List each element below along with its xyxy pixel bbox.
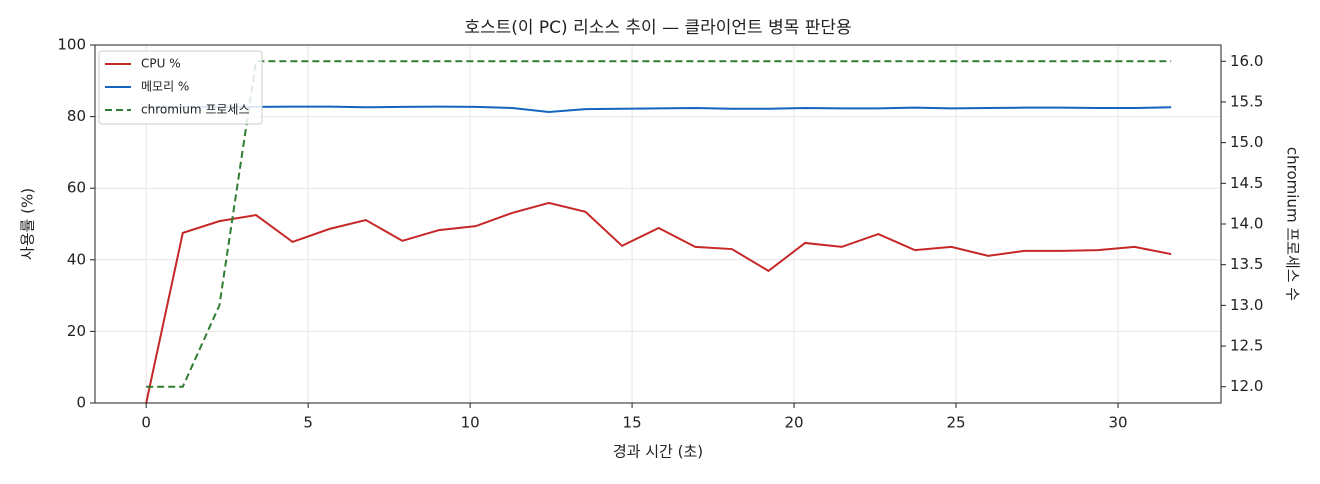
y2-tick-label: 15.5 (1230, 92, 1263, 110)
y2-axis-label: chromium 프로세스 수 (1284, 147, 1302, 301)
x-axis-label: 경과 시간 (초) (613, 443, 703, 461)
y2-tick-label: 15.0 (1230, 133, 1263, 151)
legend: CPU % 메모리 % chromium 프로세스 (98, 50, 263, 125)
x-tick-label: 30 (1108, 414, 1127, 432)
series-line (146, 105, 1172, 113)
legend-label: chromium 프로세스 (141, 103, 250, 117)
x-tick-label: 15 (623, 414, 642, 432)
chart-title: 호스트(이 PC) 리소스 추이 — 클라이언트 병목 판단용 (464, 18, 851, 38)
x-tick-label: 0 (141, 414, 151, 432)
y2-tick-label: 14.5 (1230, 174, 1263, 192)
y2-tick-label: 13.5 (1230, 255, 1263, 273)
series-line (145, 201, 1172, 404)
x-tick-label: 5 (303, 414, 313, 432)
y2-tick-label: 12.5 (1230, 337, 1263, 355)
y2-tick-label: 12.0 (1230, 377, 1263, 395)
legend-label: CPU % (141, 57, 181, 71)
x-tick-label: 20 (785, 414, 804, 432)
plot-frame (94, 44, 1222, 404)
y-tick-label: 80 (67, 107, 86, 125)
y-tick-label: 100 (57, 36, 86, 54)
x-tick-label: 25 (946, 414, 965, 432)
legend-box (98, 50, 263, 125)
y2-tick-label: 16.0 (1230, 52, 1263, 70)
y2-tick-label: 13.0 (1230, 296, 1263, 314)
y-tick-label: 20 (67, 322, 86, 340)
series-line (146, 60, 1172, 388)
y-tick-label: 40 (67, 250, 86, 268)
y2-tick-label: 14.0 (1230, 215, 1263, 233)
y-tick-label: 60 (67, 179, 86, 197)
y-tick-label: 0 (76, 394, 86, 412)
x-tick-label: 10 (461, 414, 480, 432)
y-axis-label: 사용률 (%) (19, 188, 37, 260)
legend-label: 메모리 % (141, 80, 189, 94)
